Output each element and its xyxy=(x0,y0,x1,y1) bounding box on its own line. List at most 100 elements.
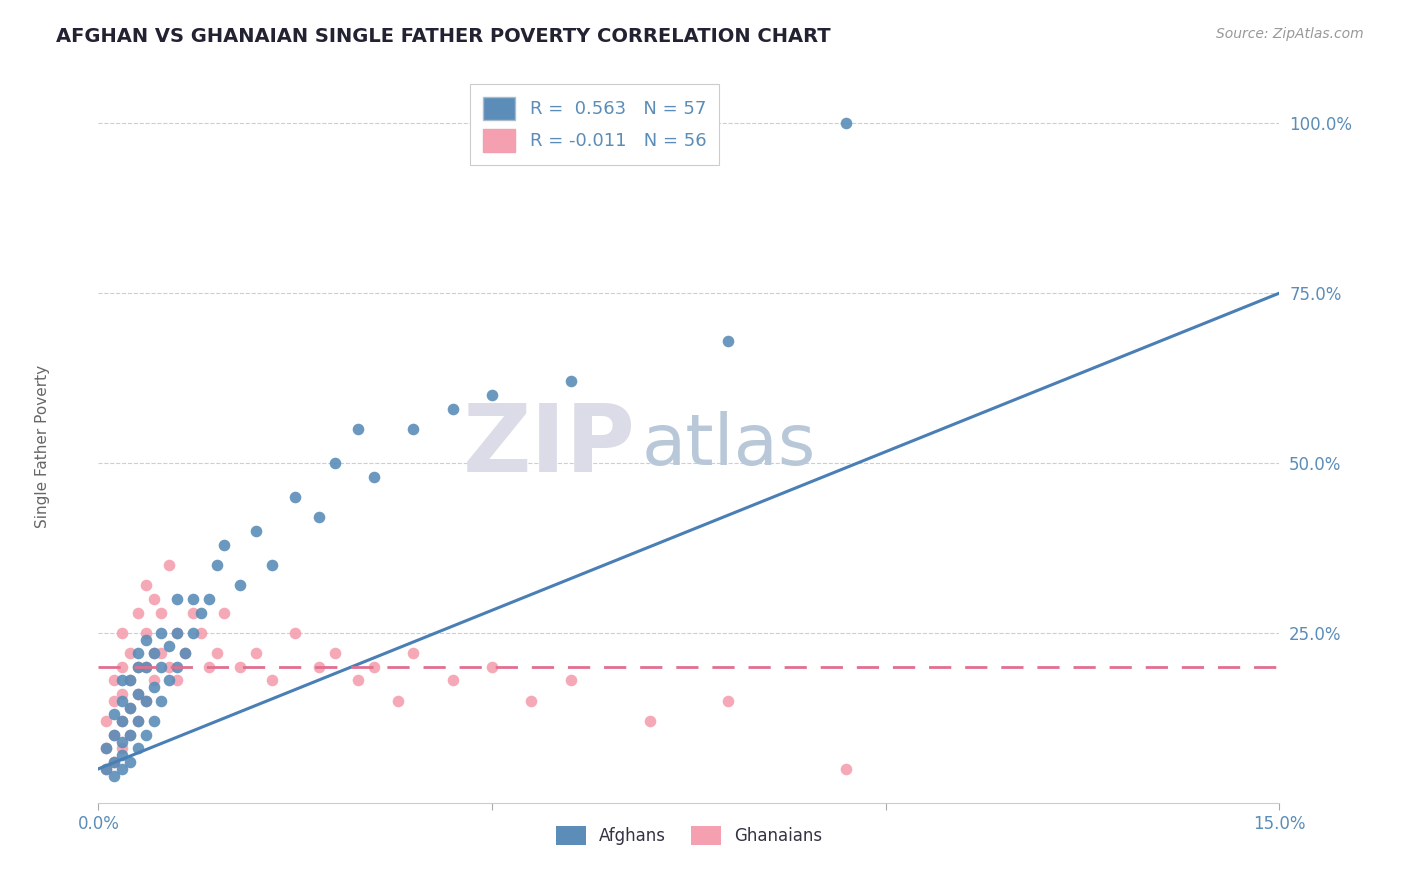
Point xyxy=(402,422,425,436)
Point xyxy=(835,116,858,130)
Point xyxy=(347,673,370,688)
Point xyxy=(560,375,582,389)
Point xyxy=(363,660,385,674)
Point xyxy=(157,660,180,674)
Point xyxy=(127,714,149,729)
Point xyxy=(441,401,464,416)
Point xyxy=(181,606,204,620)
Point xyxy=(245,524,267,538)
Point xyxy=(96,762,118,776)
Point xyxy=(111,660,134,674)
Point xyxy=(118,728,141,742)
Point xyxy=(142,646,165,660)
Point xyxy=(150,694,173,708)
Text: Source: ZipAtlas.com: Source: ZipAtlas.com xyxy=(1216,27,1364,41)
Point xyxy=(111,714,134,729)
Point xyxy=(260,673,283,688)
Point xyxy=(166,673,188,688)
Point xyxy=(118,755,141,769)
Point xyxy=(111,687,134,701)
Point xyxy=(135,694,157,708)
Point xyxy=(96,741,118,756)
Point xyxy=(96,762,118,776)
Point xyxy=(197,591,219,606)
Point xyxy=(197,660,219,674)
Text: Single Father Poverty: Single Father Poverty xyxy=(35,365,49,527)
Legend: Afghans, Ghanaians: Afghans, Ghanaians xyxy=(548,819,830,852)
Point xyxy=(150,606,173,620)
Point xyxy=(150,626,173,640)
Point xyxy=(402,646,425,660)
Point xyxy=(181,626,204,640)
Point xyxy=(111,748,134,763)
Point xyxy=(150,646,173,660)
Point xyxy=(308,660,330,674)
Point xyxy=(157,558,180,572)
Text: atlas: atlas xyxy=(641,411,815,481)
Point xyxy=(323,646,346,660)
Point xyxy=(481,660,503,674)
Point xyxy=(142,646,165,660)
Point xyxy=(135,660,157,674)
Text: AFGHAN VS GHANAIAN SINGLE FATHER POVERTY CORRELATION CHART: AFGHAN VS GHANAIAN SINGLE FATHER POVERTY… xyxy=(56,27,831,45)
Point xyxy=(638,714,661,729)
Point xyxy=(135,660,157,674)
Point xyxy=(111,694,134,708)
Point xyxy=(308,510,330,524)
Point xyxy=(166,626,188,640)
Point xyxy=(190,606,212,620)
Point xyxy=(127,660,149,674)
Point xyxy=(127,687,149,701)
Point xyxy=(157,673,180,688)
Point xyxy=(166,591,188,606)
Point xyxy=(260,558,283,572)
Point xyxy=(174,646,197,660)
Point xyxy=(127,660,149,674)
Point xyxy=(481,388,503,402)
Point xyxy=(103,707,125,722)
Point xyxy=(214,537,236,551)
Point xyxy=(717,694,740,708)
Point xyxy=(135,626,157,640)
Point xyxy=(103,673,125,688)
Point xyxy=(118,700,141,714)
Point xyxy=(174,646,197,660)
Point xyxy=(127,687,149,701)
Point xyxy=(441,673,464,688)
Point xyxy=(190,626,212,640)
Point xyxy=(284,490,307,504)
Point xyxy=(118,673,141,688)
Point xyxy=(323,456,346,470)
Point xyxy=(560,673,582,688)
Point xyxy=(135,694,157,708)
Point xyxy=(142,680,165,694)
Point xyxy=(103,755,125,769)
Point xyxy=(229,578,252,592)
Point xyxy=(142,591,165,606)
Point xyxy=(111,714,134,729)
Point xyxy=(387,694,409,708)
Text: ZIP: ZIP xyxy=(463,400,636,492)
Point xyxy=(157,640,180,654)
Point xyxy=(103,769,125,783)
Point xyxy=(520,694,543,708)
Point xyxy=(127,741,149,756)
Point xyxy=(347,422,370,436)
Point xyxy=(103,728,125,742)
Point xyxy=(111,673,134,688)
Point xyxy=(181,591,204,606)
Point xyxy=(96,714,118,729)
Point xyxy=(127,714,149,729)
Point xyxy=(284,626,307,640)
Point xyxy=(135,632,157,647)
Point xyxy=(103,694,125,708)
Point xyxy=(150,660,173,674)
Point xyxy=(166,626,188,640)
Point xyxy=(135,578,157,592)
Point xyxy=(835,762,858,776)
Point xyxy=(118,646,141,660)
Point xyxy=(717,334,740,348)
Point xyxy=(214,606,236,620)
Point xyxy=(245,646,267,660)
Point xyxy=(118,673,141,688)
